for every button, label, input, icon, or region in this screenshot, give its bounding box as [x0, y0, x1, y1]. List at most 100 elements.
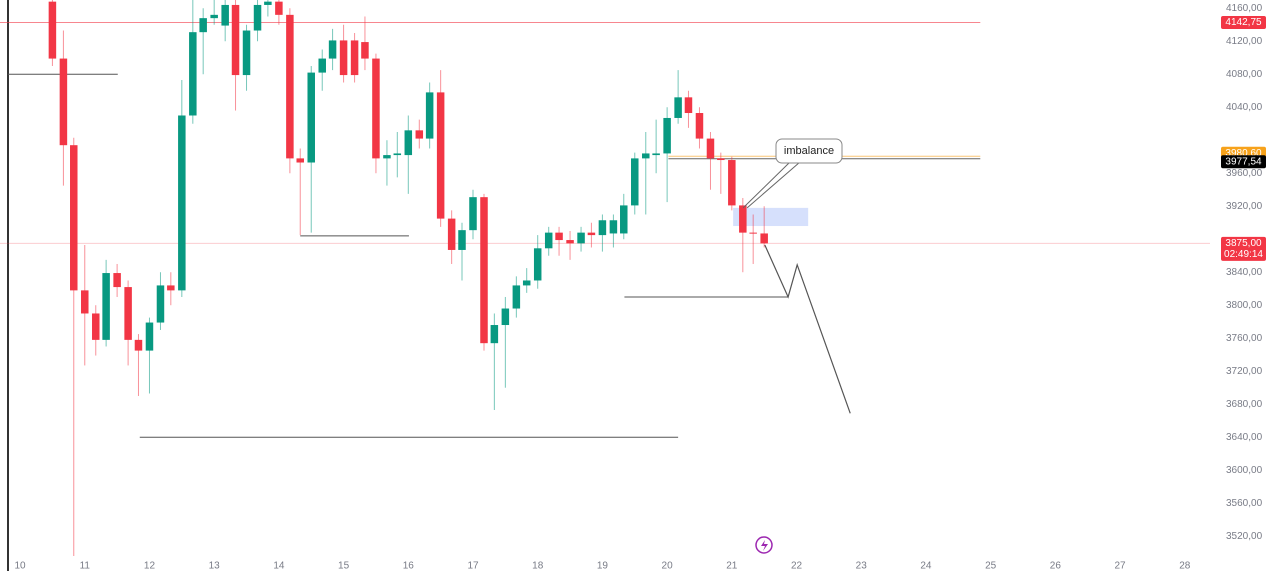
candle-body [102, 273, 110, 340]
x-tick-label: 25 [985, 561, 997, 571]
x-tick-label: 13 [209, 561, 221, 571]
candle-body [134, 339, 143, 351]
candle-body [577, 232, 585, 244]
price-label: 3875,00 [1225, 238, 1262, 249]
x-tick-label: 15 [338, 561, 350, 571]
y-tick-label: 4040,00 [1226, 102, 1263, 113]
candle-body [286, 14, 294, 159]
x-tick-label: 28 [1179, 561, 1191, 571]
candle-body [221, 4, 229, 26]
candle-body [652, 153, 660, 156]
candle-body [167, 285, 175, 291]
candle-body [458, 230, 466, 250]
price-label-box [1221, 236, 1266, 261]
candle-body [145, 322, 154, 351]
events-bolt [761, 540, 768, 551]
candle-body [275, 1, 283, 15]
candle-body [425, 92, 434, 139]
candle-body [404, 130, 413, 156]
candle-body [490, 325, 499, 344]
candle-body [706, 138, 715, 159]
y-tick-label: 3640,00 [1226, 432, 1263, 443]
candle-body [393, 153, 402, 156]
candle-body [512, 285, 521, 309]
candle-body [760, 233, 768, 244]
candle-body [415, 130, 424, 139]
x-tick-label: 11 [80, 561, 91, 571]
candle-body [555, 232, 563, 241]
x-tick-label: 27 [1114, 561, 1126, 571]
candle-body [663, 117, 671, 154]
callout-box [775, 138, 843, 164]
events-icon[interactable] [755, 536, 773, 554]
candle-body [264, 1, 272, 5]
candle-body [156, 285, 165, 323]
candle-body [328, 40, 337, 59]
candle-body [296, 158, 304, 163]
y-tick-label: 3960,00 [1226, 168, 1263, 179]
y-tick-label: 3560,00 [1226, 498, 1263, 509]
callout-label: imbalance [784, 145, 834, 157]
candle-body [231, 4, 240, 76]
y-tick-label: 3520,00 [1226, 531, 1263, 542]
x-tick-label: 19 [597, 561, 609, 571]
candle-body [480, 197, 488, 344]
candle-body [684, 97, 693, 114]
candle-body [436, 92, 445, 219]
projection-path [764, 244, 851, 414]
candle-body [598, 220, 607, 236]
candle-body [631, 158, 639, 206]
candle-body [522, 280, 531, 286]
candle-body [210, 14, 218, 19]
x-tick-label: 20 [662, 561, 674, 571]
y-tick-label: 4120,00 [1226, 36, 1263, 47]
candle-body [81, 290, 89, 314]
candle-body [253, 4, 262, 31]
x-tick-label: 24 [920, 561, 932, 571]
candle-body [199, 18, 207, 33]
candle-body [620, 205, 628, 234]
candle-body [674, 97, 682, 118]
y-tick-label: 4160,00 [1226, 3, 1263, 14]
price-label: 4142,75 [1225, 17, 1262, 28]
x-tick-label: 21 [726, 561, 738, 571]
candle-body [339, 40, 348, 76]
candle-body [566, 240, 574, 244]
candle-body [372, 58, 380, 159]
candle-body [609, 220, 618, 234]
candle-body [587, 232, 596, 236]
price-label: 3977,54 [1225, 156, 1262, 167]
y-tick-label: 3680,00 [1226, 399, 1263, 410]
candle-body [92, 313, 100, 340]
x-tick-label: 23 [856, 561, 868, 571]
y-tick-label: 3720,00 [1226, 366, 1263, 377]
candle-body [695, 113, 704, 139]
y-tick-label: 3800,00 [1226, 300, 1263, 311]
x-tick-label: 17 [467, 561, 479, 571]
candle-body [544, 232, 553, 249]
candle-body [739, 205, 747, 233]
candle-body [178, 115, 186, 291]
candle-body [642, 153, 650, 159]
price-label: 3980,60 [1225, 148, 1262, 159]
candle-body [717, 158, 725, 161]
candle-body [307, 72, 315, 163]
y-tick-label: 3760,00 [1226, 333, 1263, 344]
candle-body [242, 30, 251, 76]
candle-body [728, 160, 736, 206]
candle-body [469, 197, 477, 231]
candle-body [48, 1, 57, 59]
candle-body [59, 58, 68, 146]
callout-line [746, 161, 801, 209]
x-tick-label: 14 [273, 561, 285, 571]
candle-body [70, 145, 78, 291]
price-label-box [1221, 15, 1266, 29]
candle-body [350, 40, 359, 76]
price-label-box [1221, 155, 1266, 169]
callout-line [742, 161, 791, 209]
candle-body [383, 155, 391, 159]
x-tick-label: 12 [144, 561, 156, 571]
y-tick-label: 4080,00 [1226, 69, 1263, 80]
